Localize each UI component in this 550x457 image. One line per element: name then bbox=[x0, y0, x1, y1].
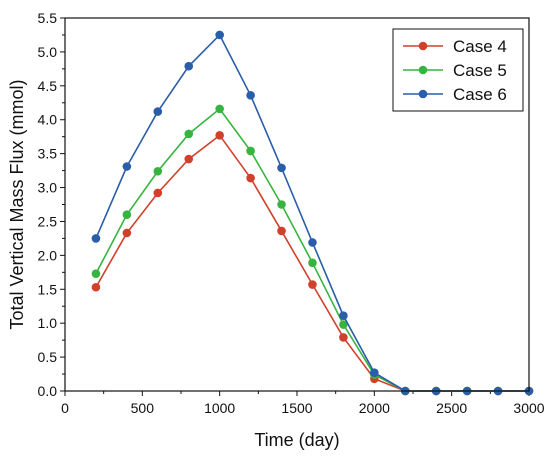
legend-label: Case 5 bbox=[453, 61, 507, 80]
y-tick-label: 2.0 bbox=[38, 247, 58, 263]
data-point-case-6 bbox=[370, 368, 379, 377]
x-tick-label: 2500 bbox=[436, 400, 467, 416]
data-point-case-4 bbox=[277, 226, 286, 236]
y-tick-label: 2.5 bbox=[38, 213, 58, 229]
legend: Case 4 Case 5 Case 6 bbox=[392, 28, 524, 112]
data-point-case-6 bbox=[308, 238, 317, 247]
data-point-case-4 bbox=[153, 188, 163, 198]
x-tick-label: 1000 bbox=[204, 400, 235, 416]
data-point-case-6 bbox=[215, 30, 224, 40]
data-point-case-6 bbox=[339, 311, 348, 321]
y-tick-label: 1.5 bbox=[38, 281, 58, 297]
legend-marker bbox=[418, 65, 428, 75]
y-tick-label: 5.5 bbox=[38, 10, 58, 26]
data-point-case-5 bbox=[184, 129, 194, 139]
data-point-case-5 bbox=[122, 210, 132, 219]
data-point-case-6 bbox=[153, 107, 163, 116]
x-tick-label: 2000 bbox=[359, 400, 390, 416]
series-line-case-5 bbox=[95, 107, 529, 392]
data-point-case-5 bbox=[215, 104, 224, 114]
y-tick-label: 0.0 bbox=[38, 383, 58, 399]
data-point-case-6 bbox=[184, 61, 194, 71]
x-tick-label: 0 bbox=[61, 400, 69, 416]
data-point-case-6 bbox=[246, 91, 255, 100]
x-tick-label: 3000 bbox=[513, 400, 544, 416]
y-tick-label: 4.0 bbox=[38, 112, 58, 128]
x-axis-ticks: 0 500 1000 1500 2000 2500 3000 bbox=[61, 391, 545, 416]
data-point-case-4 bbox=[184, 154, 194, 164]
data-point-case-4 bbox=[122, 228, 132, 238]
x-tick-label: 500 bbox=[131, 400, 155, 416]
y-tick-label: 3.0 bbox=[38, 180, 58, 196]
y-tick-label: 3.5 bbox=[38, 146, 58, 162]
x-axis-title: Time (day) bbox=[254, 430, 339, 450]
legend-label: Case 4 bbox=[453, 37, 507, 56]
data-point-case-4 bbox=[339, 333, 348, 342]
data-point-case-5 bbox=[308, 258, 317, 268]
y-tick-label: 0.5 bbox=[38, 349, 58, 365]
y-tick-label: 1.0 bbox=[38, 315, 58, 331]
data-point-case-4 bbox=[91, 282, 101, 292]
x-tick-label: 1500 bbox=[281, 400, 312, 416]
y-axis-title: Total Vertical Mass Flux (mmol) bbox=[7, 79, 27, 329]
data-point-case-5 bbox=[339, 320, 348, 329]
data-point-case-4 bbox=[308, 280, 317, 289]
data-point-case-4 bbox=[215, 131, 224, 140]
data-point-case-5 bbox=[153, 166, 163, 176]
legend-label: Case 6 bbox=[453, 85, 507, 104]
data-point-case-6 bbox=[122, 162, 132, 171]
y-tick-label: 5.0 bbox=[38, 44, 58, 60]
plot-frame bbox=[64, 17, 530, 392]
data-point-case-6 bbox=[277, 163, 286, 173]
data-point-case-6 bbox=[91, 234, 101, 243]
legend-marker bbox=[418, 89, 428, 99]
legend-marker bbox=[418, 41, 428, 51]
y-axis-ticks: 0.0 0.5 1.0 1.5 2.0 2.5 3.0 3.5 4.0 4.5 5.0 5.5 bbox=[38, 10, 65, 399]
data-point-case-4 bbox=[246, 173, 255, 183]
data-point-case-5 bbox=[91, 269, 101, 278]
data-point-case-5 bbox=[277, 200, 286, 209]
data-point-case-5 bbox=[246, 146, 255, 156]
y-tick-label: 4.5 bbox=[38, 78, 58, 94]
